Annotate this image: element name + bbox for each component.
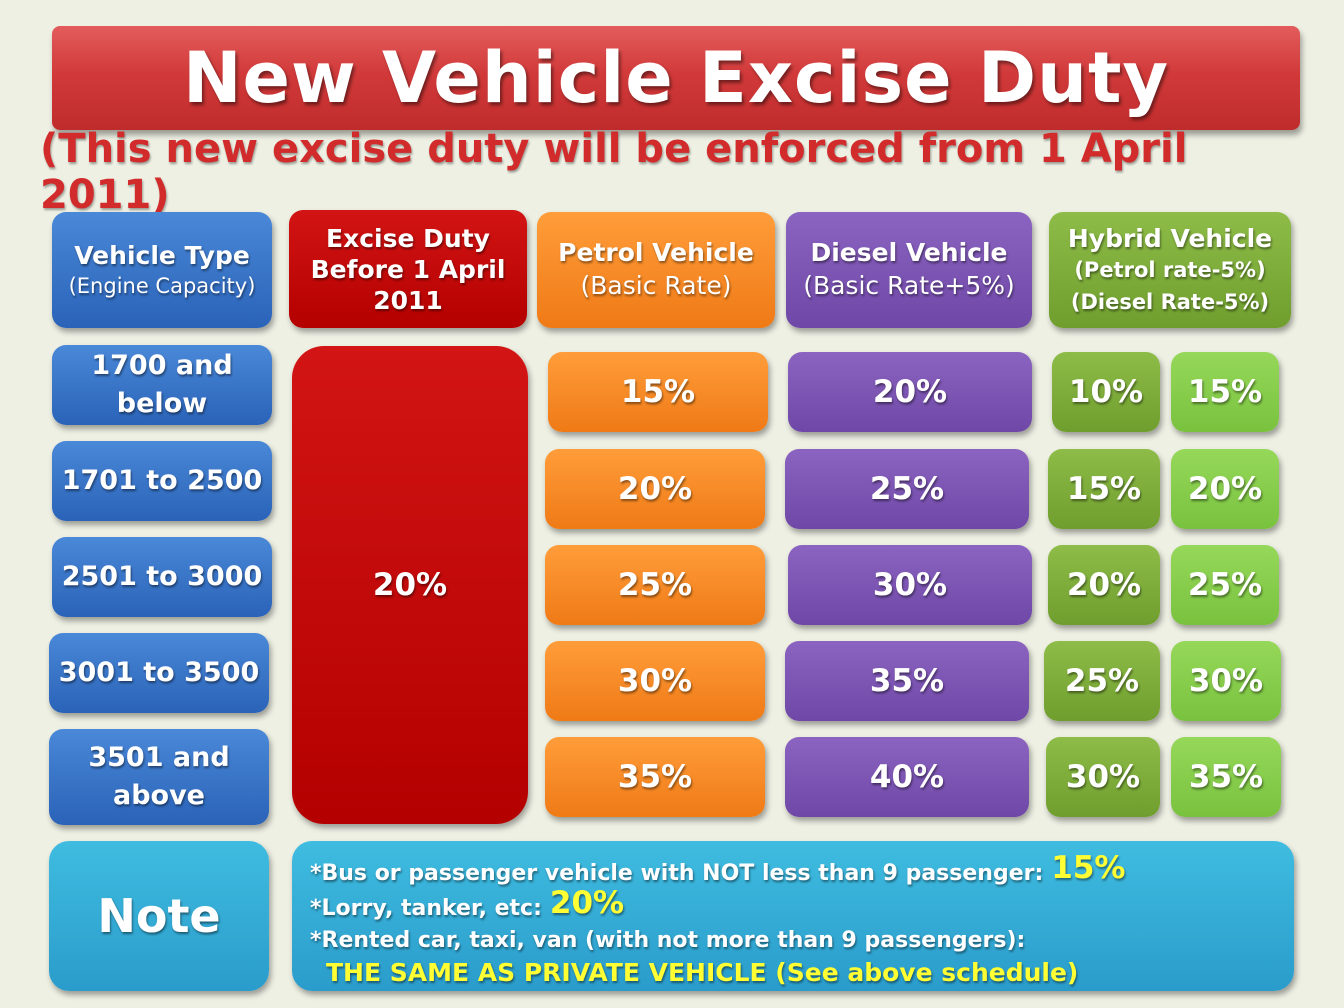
header-hybrid-main: Hybrid Vehicle [1067,223,1273,253]
capacity-label: below [116,388,208,419]
header-petrol-main: Petrol Vehicle [558,237,754,267]
hybrid-petrol-rate: 30% [1046,737,1160,817]
header-hybrid: Hybrid Vehicle (Petrol rate-5%) (Diesel … [1049,212,1291,328]
header-hybrid-sub-diesel: (Diesel Rate-5%) [1070,289,1270,314]
hybrid-diesel-rate: 35% [1171,737,1281,817]
capacity-cell: 2501 to 3000 [52,537,272,617]
header-vehicle-type: Vehicle Type (Engine Capacity) [52,212,272,328]
note-label: Note [97,889,221,943]
note-line-private: THE SAME AS PRIVATE VEHICLE (See above s… [310,953,1294,987]
capacity-cell: 3501 and above [49,729,269,825]
header-vehicle-type-sub: (Engine Capacity) [68,273,256,298]
diesel-rate: 30% [788,545,1032,625]
hybrid-petrol-rate: 20% [1048,545,1160,625]
hybrid-petrol-rate: 10% [1052,352,1160,432]
capacity-cell: 3001 to 3500 [49,633,269,713]
capacity-label: 3001 to 3500 [58,657,260,688]
note-bus-rate: 15% [1051,850,1126,886]
header-diesel-sub: (Basic Rate+5%) [803,270,1015,300]
capacity-label: 1701 to 2500 [61,465,263,496]
capacity-label: 2501 to 3000 [61,561,263,592]
hybrid-diesel-rate: 30% [1171,641,1281,721]
capacity-label: above [112,780,205,811]
header-before-line: 2011 [373,285,443,315]
header-before: Excise Duty Before 1 April 2011 [289,210,527,328]
diesel-rate: 35% [785,641,1029,721]
header-vehicle-type-main: Vehicle Type [74,240,250,270]
page-title: New Vehicle Excise Duty [182,37,1170,119]
petrol-rate: 20% [545,449,765,529]
header-diesel-main: Diesel Vehicle [810,237,1008,267]
petrol-rate: 15% [548,352,768,432]
petrol-rate: 25% [545,545,765,625]
note-box: *Bus or passenger vehicle with NOT less … [292,841,1294,991]
diesel-rate: 40% [785,737,1029,817]
note-private-text: THE SAME AS PRIVATE VEHICLE (See above s… [326,958,1079,987]
before-value-cell: 20% [292,346,528,824]
capacity-cell: 1700 and below [52,345,272,425]
hybrid-diesel-rate: 20% [1171,449,1279,529]
hybrid-petrol-rate: 15% [1048,449,1160,529]
diesel-rate: 25% [785,449,1029,529]
capacity-label: 1700 and [91,350,233,381]
header-petrol: Petrol Vehicle (Basic Rate) [537,212,775,328]
hybrid-diesel-rate: 25% [1171,545,1279,625]
header-hybrid-sub-petrol: (Petrol rate-5%) [1074,257,1266,282]
note-bus-text: *Bus or passenger vehicle with NOT less … [310,861,1044,886]
capacity-cell: 1701 to 2500 [52,441,272,521]
note-line-lorry: *Lorry, tanker, etc: 20% [310,885,1294,921]
petrol-rate: 30% [545,641,765,721]
before-value: 20% [372,567,448,603]
note-rented-text: *Rented car, taxi, van (with not more th… [310,928,1026,953]
petrol-rate: 35% [545,737,765,817]
header-before-line: Before 1 April [310,254,506,284]
header-diesel: Diesel Vehicle (Basic Rate+5%) [786,212,1032,328]
note-line-bus: *Bus or passenger vehicle with NOT less … [310,850,1294,886]
hybrid-petrol-rate: 25% [1044,641,1160,721]
header-petrol-sub: (Basic Rate) [580,270,732,300]
note-line-rented: *Rented car, taxi, van (with not more th… [310,921,1294,953]
page-subtitle: (This new excise duty will be enforced f… [40,126,1188,218]
note-lorry-rate: 20% [549,885,625,921]
note-label-box: Note [49,841,269,991]
hybrid-diesel-rate: 15% [1171,352,1279,432]
title-banner [52,26,1300,130]
note-lorry-text: *Lorry, tanker, etc: [310,896,542,921]
diesel-rate: 20% [788,352,1032,432]
capacity-label: 3501 and [88,742,230,773]
header-before-line: Excise Duty [326,223,490,253]
